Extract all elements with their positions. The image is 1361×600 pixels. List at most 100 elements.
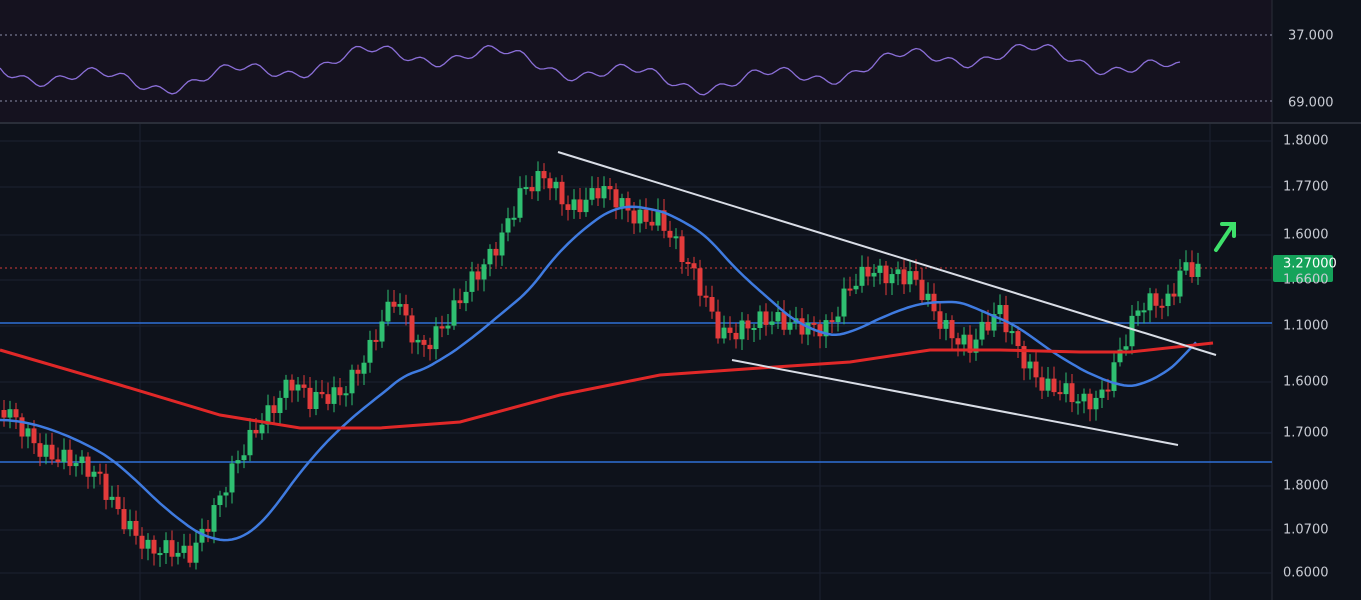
candle-body <box>877 265 883 273</box>
indicator-panel <box>0 0 1272 122</box>
candle-body <box>73 463 79 467</box>
candle-body <box>1027 361 1033 369</box>
candle-body <box>235 460 241 464</box>
candle-body <box>829 320 835 323</box>
price-tag <box>1273 255 1333 282</box>
candle-body <box>673 236 679 239</box>
candle-body <box>919 279 925 301</box>
candle-body <box>481 264 487 280</box>
candle-body <box>937 311 943 329</box>
price-axis-label: 1.8000 <box>1283 479 1329 494</box>
candle-body <box>367 339 373 363</box>
price-tag-label: 3.27000 <box>1283 257 1337 272</box>
candle-body <box>109 496 115 500</box>
candle-body <box>649 221 655 226</box>
candle-body <box>691 263 697 269</box>
candle-body <box>499 232 505 256</box>
candle-body <box>505 218 511 233</box>
candle-body <box>13 409 19 418</box>
candle-body <box>301 384 307 388</box>
candle-body <box>991 314 997 331</box>
candle-body <box>1123 346 1129 350</box>
candle-body <box>373 339 379 342</box>
price-axis-label: 1.8000 <box>1283 134 1329 149</box>
candle-body <box>79 456 85 464</box>
candle-body <box>907 271 913 285</box>
candle-body <box>391 301 397 307</box>
candle-body <box>1003 305 1009 333</box>
candle-body <box>1021 346 1027 369</box>
candle-body <box>535 171 541 192</box>
candle-body <box>187 545 193 563</box>
candle-body <box>265 405 271 425</box>
candle-body <box>997 305 1003 315</box>
candle-body <box>199 528 205 543</box>
candle-body <box>403 304 409 316</box>
candle-body <box>541 171 547 179</box>
candle-body <box>355 369 361 374</box>
candle-body <box>1075 401 1081 404</box>
candle-body <box>913 271 919 280</box>
candle-body <box>697 268 703 296</box>
candle-body <box>19 417 25 437</box>
trendline-lower <box>731 359 1179 446</box>
candle-body <box>253 429 259 434</box>
candle-body <box>607 186 613 190</box>
candle-body <box>175 552 181 557</box>
candle-body <box>91 471 97 477</box>
breakout-arrow <box>1214 222 1236 252</box>
candle-body <box>55 459 61 463</box>
candle-body <box>289 379 295 391</box>
candle-body <box>925 293 931 301</box>
candle-body <box>1153 293 1159 306</box>
candle-body <box>445 325 451 329</box>
candle-body <box>37 443 43 457</box>
candle-body <box>595 188 601 199</box>
candle-body <box>487 248 493 265</box>
candle-body <box>1045 378 1051 391</box>
candle-body <box>1087 393 1093 410</box>
candle-body <box>679 236 685 263</box>
candle-body <box>619 198 625 208</box>
candle-body <box>127 520 133 530</box>
candle-body <box>1069 383 1075 403</box>
candle-body <box>979 321 985 340</box>
candle-body <box>349 369 355 394</box>
price-axis-label: 1.6000 <box>1283 375 1329 390</box>
candle-body <box>139 535 145 549</box>
candle-body <box>1129 315 1135 347</box>
candle-body <box>781 312 787 330</box>
candle-body <box>985 321 991 331</box>
candle-body <box>223 492 229 496</box>
candle-body <box>1111 362 1117 391</box>
candle-body <box>325 394 331 404</box>
candle-body <box>1063 383 1069 395</box>
candle-body <box>181 545 187 553</box>
candle-body <box>1099 389 1105 398</box>
candle-body <box>361 362 367 374</box>
candle-body <box>1081 393 1087 402</box>
candle-body <box>511 217 517 220</box>
candle-body <box>799 318 805 335</box>
candle-body <box>847 288 853 291</box>
candle-body <box>883 265 889 284</box>
trendline-upper <box>557 151 1217 356</box>
candle-body <box>631 210 637 224</box>
candle-body <box>787 322 793 330</box>
candle-body <box>853 285 859 290</box>
candle-body <box>757 311 763 328</box>
candle-body <box>601 186 607 199</box>
candle-body <box>475 271 481 280</box>
candle-body <box>721 327 727 339</box>
candle-body <box>211 505 217 532</box>
candle-body <box>811 322 817 325</box>
candle-body <box>1033 361 1039 378</box>
price-axis-label: 0.6000 <box>1283 566 1329 581</box>
candle-body <box>805 322 811 335</box>
candle-body <box>1051 378 1057 393</box>
candle-body <box>217 495 223 506</box>
price-series <box>0 43 1214 570</box>
indicator-axis-label: 37.000 <box>1288 29 1334 44</box>
candle-body <box>319 391 325 395</box>
candle-body <box>763 311 769 325</box>
